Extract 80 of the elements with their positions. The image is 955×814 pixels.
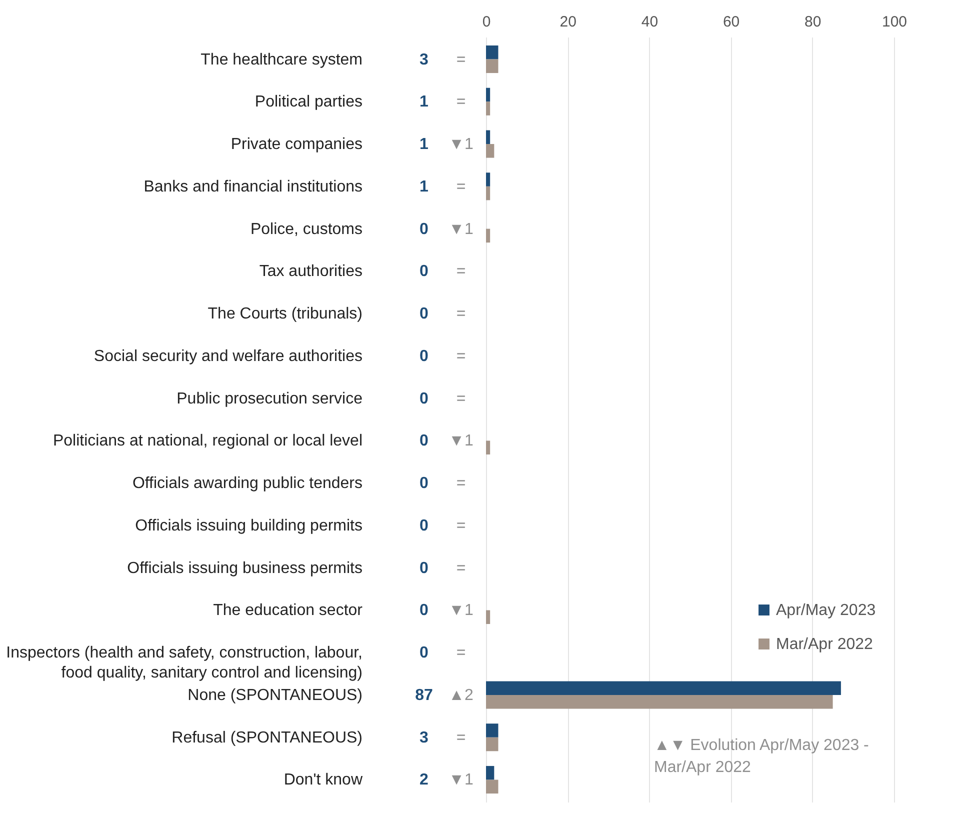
data-label: 3 — [420, 729, 429, 746]
y-tick-label: Public prosecution service — [176, 390, 363, 408]
data-label: 3 — [420, 51, 429, 68]
data-label: 0 — [420, 220, 429, 238]
bar — [486, 737, 498, 752]
y-tick-label: None (SPONTANEOUS) — [188, 686, 362, 704]
y-tick-label: Social security and welfare authorities — [94, 348, 362, 365]
y-tick-label: The Courts (tribunals) — [208, 306, 362, 323]
bar — [486, 610, 490, 624]
bar — [486, 102, 490, 116]
data-label: 0 — [420, 306, 429, 323]
y-tick-label: The healthcare system — [200, 51, 362, 68]
bar — [486, 228, 490, 243]
y-tick-label: Inspectors (health and safety, construction, labour, food quality, sanitary control and licensing) — [6, 644, 362, 682]
y-tick-label: The education sector — [213, 602, 364, 620]
data-label: 1 — [420, 94, 429, 111]
text: ▲2 — [448, 686, 474, 704]
bar — [486, 144, 494, 158]
text: = — [456, 94, 466, 111]
text: = — [456, 306, 466, 323]
x2-tick-label: 40 — [641, 14, 658, 30]
data-label: 0 — [420, 475, 429, 492]
y-tick-label: Political parties — [254, 94, 362, 111]
bar — [486, 59, 498, 74]
bar — [486, 724, 498, 738]
text: = — [456, 348, 466, 365]
bar — [486, 780, 498, 794]
data-label: 0 — [420, 602, 429, 620]
data-label: 2 — [420, 772, 429, 789]
legend-label: Mar/Apr 2022 — [776, 636, 874, 653]
data-label: 1 — [420, 136, 429, 154]
y-tick-label: Tax authorities — [259, 263, 362, 280]
data-label: 0 — [420, 263, 429, 280]
bar — [486, 766, 494, 780]
x2-tick-label: 20 — [560, 14, 576, 30]
y-tick-label: Private companies — [230, 136, 362, 154]
x2-tick-label: 80 — [804, 14, 822, 30]
data-label: 0 — [420, 560, 429, 577]
text: ▼1 — [448, 136, 474, 154]
text: = — [456, 517, 466, 534]
annotation: ▲▼ Evolution Apr/May 2023 - Mar/Apr 2022 — [654, 737, 869, 776]
data-label: 0 — [420, 517, 429, 534]
y-tick-label: Don't know — [284, 772, 363, 789]
x2-tick-label: 100 — [882, 14, 908, 30]
text: ▼1 — [448, 220, 474, 238]
text: = — [456, 390, 466, 408]
y-tick-label: Banks and financial institutions — [144, 178, 362, 196]
bar — [486, 130, 490, 144]
bar — [486, 88, 490, 102]
text: = — [456, 729, 466, 746]
text: = — [456, 263, 466, 280]
text: ▼1 — [448, 602, 474, 620]
bar — [486, 694, 833, 709]
text: = — [456, 178, 466, 196]
data-label: 0 — [420, 432, 429, 450]
bar — [486, 186, 490, 200]
data-label: 0 — [420, 390, 429, 408]
bar — [486, 440, 490, 454]
text: = — [456, 475, 466, 492]
y-tick-label: Police, customs — [250, 220, 362, 238]
bar — [486, 172, 490, 186]
bar — [486, 45, 498, 60]
legend-label: Apr/May 2023 — [776, 602, 876, 619]
text: = — [456, 560, 466, 577]
data-label: 0 — [420, 644, 429, 662]
text: ▼1 — [448, 772, 474, 789]
y-tick-label: Politicians at national, regional or local level — [52, 432, 362, 450]
text: ▼1 — [448, 432, 474, 450]
text: = — [456, 644, 466, 662]
bar — [486, 681, 841, 695]
y-tick-label: Officials awarding public tenders — [132, 475, 362, 492]
data-label: 87 — [415, 686, 433, 704]
data-label: 0 — [420, 348, 429, 365]
y-tick-label: Refusal (SPONTANEOUS) — [172, 729, 362, 746]
data-label: 1 — [420, 178, 429, 196]
y-tick-label: Officials issuing building permits — [135, 517, 362, 534]
text: = — [456, 51, 466, 68]
y-tick-label: Officials issuing business permits — [127, 560, 362, 577]
x2-tick-label: 0 — [482, 14, 491, 30]
x2-tick-label: 60 — [722, 14, 740, 30]
